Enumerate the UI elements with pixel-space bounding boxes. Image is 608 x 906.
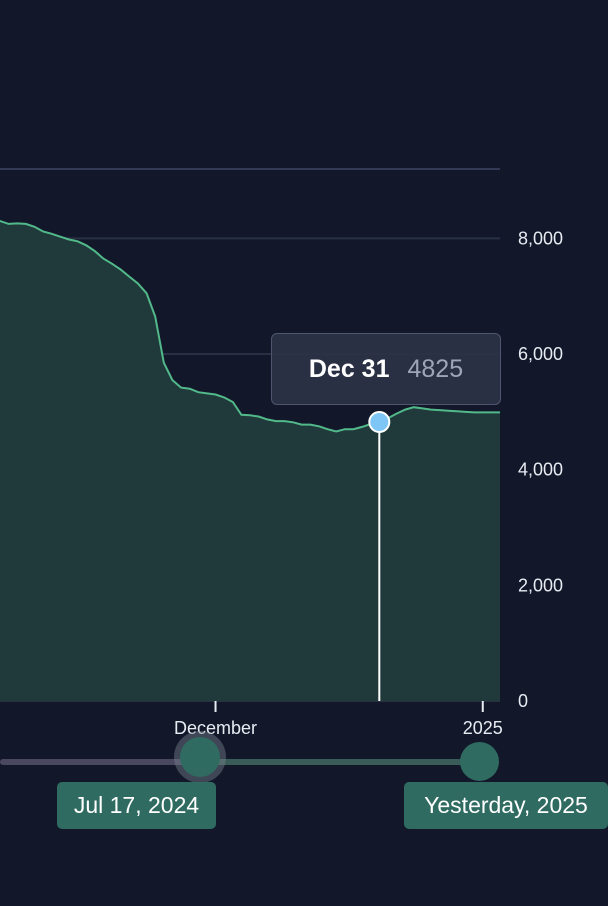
tooltip-date: Dec 31	[308, 354, 390, 383]
y-tick-label: 0	[518, 691, 528, 711]
value-tooltip: Dec 31 4825	[271, 333, 501, 405]
range-slider-end-handle[interactable]	[460, 742, 499, 781]
x-tick-label: December	[174, 718, 257, 738]
y-axis-ticks: 0 2,000 4,000 6,000 8,000	[518, 228, 563, 711]
range-start-label: Jul 17, 2024	[57, 782, 216, 829]
y-tick-label: 2,000	[518, 575, 563, 595]
range-end-label: Yesterday, 2025	[404, 782, 608, 829]
range-slider-selected-track[interactable]	[200, 759, 482, 765]
series-line	[0, 219, 500, 433]
highlight-marker	[368, 410, 391, 433]
x-tick-label: 2025	[463, 718, 503, 738]
area-chart: 0 2,000 4,000 6,000 8,000 December 2025	[0, 168, 563, 738]
area-series	[0, 219, 500, 701]
y-tick-label: 4,000	[518, 460, 563, 480]
y-tick-label: 6,000	[518, 344, 563, 364]
hover-cursor	[368, 410, 391, 701]
area-fill	[0, 221, 500, 701]
range-slider-start-handle[interactable]	[180, 737, 220, 777]
x-axis-ticks: December 2025	[174, 701, 503, 738]
y-tick-label: 8,000	[518, 228, 563, 248]
range-slider-track[interactable]	[0, 759, 200, 765]
tooltip-value: 4825	[407, 354, 464, 383]
